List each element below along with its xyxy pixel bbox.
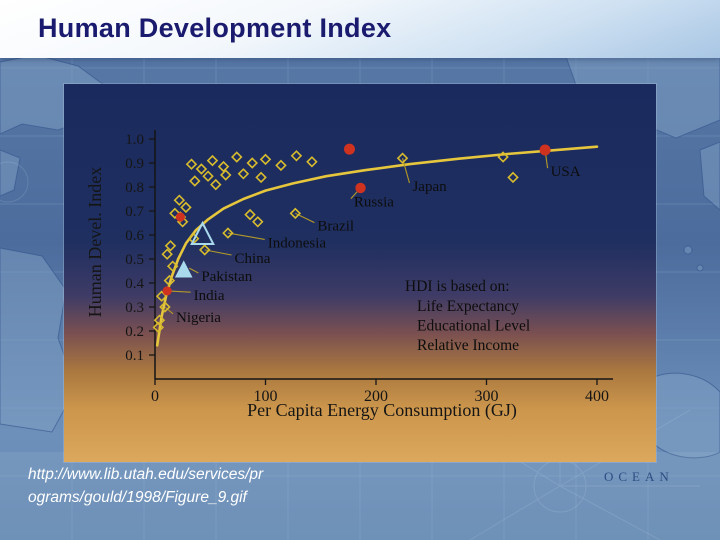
- svg-text:400: 400: [585, 388, 609, 405]
- trend-curve: [155, 145, 599, 347]
- svg-text:0.2: 0.2: [125, 324, 144, 340]
- hdi-scatter-chart: 0.1 0.2 0.3 0.4 0.5 0.6 0.7 0.8 0.9 1.0 0 100 200 300…: [85, 130, 613, 421]
- svg-text:Russia: Russia: [354, 195, 394, 211]
- svg-text:Japan: Japan: [412, 179, 447, 195]
- hdi-annotation: HDI is based on: Life Expectancy Education…: [405, 278, 530, 354]
- chart-axes: 0.1 0.2 0.3 0.4 0.5 0.6 0.7 0.8 0.9 1.0 0 100 200 300…: [85, 130, 613, 421]
- red-dot-markers: [162, 143, 551, 296]
- svg-text:0.9: 0.9: [125, 156, 144, 172]
- svg-text:India: India: [194, 288, 225, 304]
- svg-text:100: 100: [254, 388, 278, 405]
- svg-text:Pakistan: Pakistan: [201, 269, 252, 285]
- map-light-band: [0, 452, 720, 540]
- svg-text:Brazil: Brazil: [317, 219, 354, 235]
- svg-text:Indonesia: Indonesia: [268, 235, 327, 251]
- svg-text:Per Capita Energy Consumption: Per Capita Energy Consumption (GJ): [247, 400, 517, 421]
- source-url-line1: http://www.lib.utah.edu/services/pr: [28, 466, 264, 483]
- source-url: http://www.lib.utah.edu/services/pr ogra…: [28, 463, 263, 509]
- svg-text:0: 0: [151, 388, 159, 405]
- triangle-markers: [174, 220, 215, 278]
- svg-text:Life Expectancy: Life Expectancy: [417, 298, 519, 315]
- svg-text:0.8: 0.8: [125, 180, 144, 196]
- title-banner: Human Development Index: [0, 0, 720, 58]
- svg-text:0.5: 0.5: [125, 252, 144, 268]
- hdi-chart-figure: 0.1 0.2 0.3 0.4 0.5 0.6 0.7 0.8 0.9 1.0 0 100 200 300…: [63, 83, 657, 463]
- svg-text:0.6: 0.6: [125, 228, 144, 244]
- svg-text:0.1: 0.1: [125, 348, 144, 364]
- svg-text:300: 300: [475, 388, 499, 405]
- svg-text:Relative Income: Relative Income: [417, 337, 519, 354]
- svg-text:Nigeria: Nigeria: [176, 310, 221, 326]
- svg-text:200: 200: [364, 388, 388, 405]
- svg-text:China: China: [235, 251, 271, 267]
- svg-text:Human Devel. Index: Human Devel. Index: [85, 167, 105, 317]
- svg-text:USA: USA: [551, 164, 581, 180]
- slide-title: Human Development Index: [38, 13, 392, 43]
- svg-text:0.3: 0.3: [125, 300, 144, 316]
- svg-text:0.7: 0.7: [125, 204, 144, 220]
- svg-text:1.0: 1.0: [125, 132, 144, 148]
- svg-text:0.4: 0.4: [125, 276, 144, 292]
- source-url-line2: ograms/gould/1998/Figure_9.gif: [28, 489, 247, 506]
- svg-text:Educational Level: Educational Level: [417, 318, 530, 335]
- ocean-label: OCEAN: [604, 469, 674, 484]
- svg-text:HDI is based on:: HDI is based on:: [405, 278, 510, 295]
